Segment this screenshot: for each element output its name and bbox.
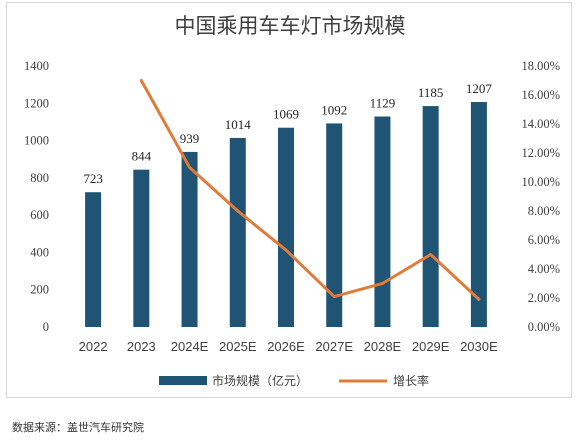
chart-frame: 中国乘用车车灯市场规模 0 200 400 600 800 1000 1200 1400 0.…: [6, 2, 572, 398]
left-tick-label: 0: [43, 320, 49, 334]
bar: [229, 137, 246, 327]
left-tick-label: 400: [30, 245, 49, 259]
bar-data-label: 1092: [321, 102, 347, 117]
x-tick-label: 2027E: [315, 339, 353, 354]
left-tick-label: 600: [30, 208, 49, 222]
left-tick-label: 1200: [24, 96, 49, 110]
right-tick-label: 12.00%: [521, 146, 560, 160]
bar: [278, 127, 294, 327]
left-tick-label: 1000: [24, 134, 49, 148]
left-tick-label: 800: [30, 171, 49, 185]
right-tick-label: 0.00%: [528, 320, 560, 334]
growth-line-series: [139, 79, 481, 301]
right-tick-label: 6.00%: [528, 233, 560, 247]
right-axis-ticks: 0.00% 2.00% 4.00% 6.00% 8.00% 10.00% 12.00% 14.…: [521, 59, 560, 334]
bar: [181, 151, 198, 327]
source-note: 数据来源：盖世汽车研究院: [12, 421, 144, 434]
x-tick-label: 2022: [79, 339, 108, 354]
bar-data-label: 939: [180, 131, 200, 146]
bar-data-label: 1129: [370, 96, 396, 111]
x-tick-label: 2026E: [267, 339, 305, 354]
right-tick-label: 8.00%: [528, 204, 560, 218]
bar-series: [85, 101, 487, 327]
bar-data-label: 844: [132, 149, 152, 164]
x-tick-label: 2028E: [364, 339, 402, 354]
bar: [133, 169, 150, 327]
legend-bar-swatch: [159, 376, 207, 385]
bar-line-chart: 中国乘用车车灯市场规模 0 200 400 600 800 1000 1200 1400 0.…: [24, 14, 560, 388]
bar-data-label: 1069: [273, 107, 299, 122]
bar-data-label: 1185: [418, 85, 444, 100]
bar: [470, 101, 487, 327]
bar-data-label: 723: [83, 171, 103, 186]
growth-line: [139, 79, 481, 301]
bar: [326, 123, 343, 327]
right-tick-label: 2.00%: [528, 291, 560, 305]
left-tick-label: 1400: [24, 59, 49, 73]
x-tick-label: 2024E: [171, 339, 209, 354]
bar: [422, 106, 439, 327]
left-axis-ticks: 0 200 400 600 800 1000 1200 1400: [24, 59, 49, 334]
x-tick-label: 2029E: [412, 339, 450, 354]
bar-data-label: 1014: [225, 117, 252, 132]
bar: [85, 192, 102, 327]
x-tick-label: 2025E: [219, 339, 257, 354]
x-axis-ticks: 2022 2023 2024E 2025E 2026E 2027E 2028E 2029E 20…: [79, 339, 498, 354]
x-tick-label: 2030E: [460, 339, 498, 354]
chart-title: 中国乘用车车灯市场规模: [175, 14, 406, 38]
bar: [374, 116, 391, 327]
legend-line-label: 增长率: [393, 373, 429, 388]
right-tick-label: 18.00%: [521, 59, 560, 73]
right-tick-label: 14.00%: [521, 117, 560, 131]
left-tick-label: 200: [30, 283, 49, 297]
right-tick-label: 4.00%: [528, 262, 560, 276]
x-tick-label: 2023: [127, 339, 156, 354]
legend: 市场规模（亿元） 增长率: [159, 373, 429, 388]
right-tick-label: 16.00%: [521, 88, 560, 102]
right-tick-label: 10.00%: [521, 175, 560, 189]
bar-data-labels: 723 844 939 1014 1069 1092 1129 1185 1207: [83, 81, 492, 186]
bar-data-label: 1207: [466, 81, 493, 96]
legend-bar-label: 市场规模（亿元）: [212, 373, 308, 388]
